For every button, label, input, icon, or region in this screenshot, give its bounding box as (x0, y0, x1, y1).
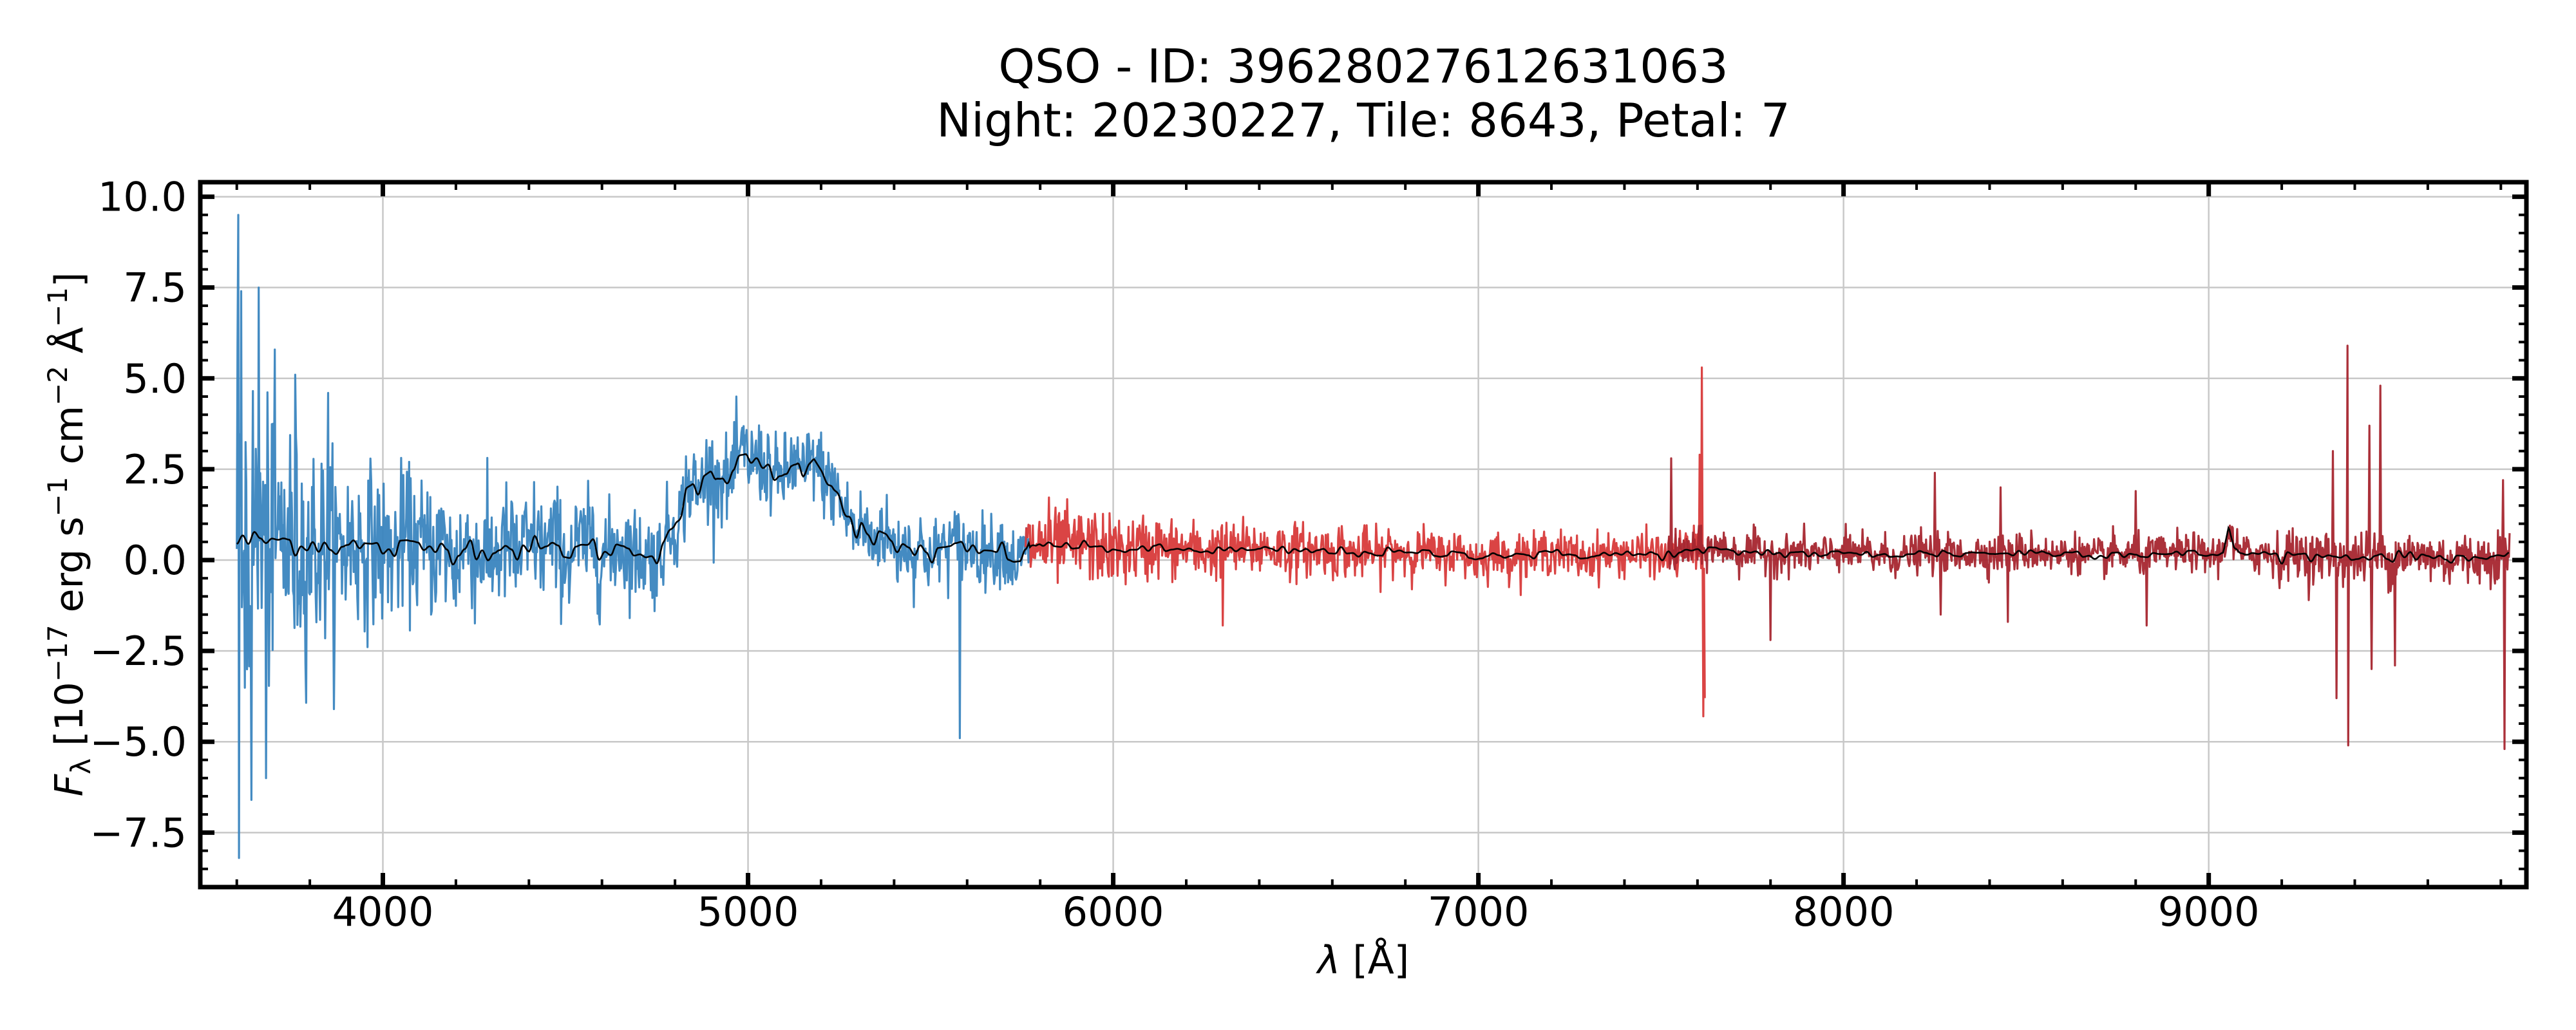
x-tick-label: 7000 (1428, 888, 1530, 935)
y-label-t2: erg s (47, 516, 92, 624)
x-tick-label: 4000 (332, 888, 434, 935)
spectrum-nir-arm (1667, 344, 2511, 751)
x-tick-label: 8000 (1793, 888, 1895, 935)
y-tick-label: −2.5 (90, 628, 187, 675)
y-label-sup4: −1 (42, 287, 73, 327)
y-label-t1: [10 (47, 682, 92, 758)
plot-frame (198, 180, 2529, 890)
y-tick-label: −5.0 (90, 718, 187, 765)
y-tick-label: 5.0 (123, 355, 187, 402)
y-label-sup3: −2 (42, 366, 73, 406)
smoothed-model-line (236, 453, 2510, 566)
y-tick-label: 7.5 (123, 265, 187, 312)
y-label-t4: Å (46, 327, 92, 366)
y-axis-label: Fλ [10−17 erg s−1 cm−2 Å−1] (42, 272, 97, 797)
y-label-sup1: −17 (42, 625, 73, 682)
x-tick-label: 9000 (2158, 888, 2260, 935)
chart-title-line-2: Night: 20230227, Tile: 8643, Petal: 7 (936, 93, 1790, 147)
x-tick-label: 6000 (1063, 888, 1164, 935)
x-axis-label: λ [Å] (1316, 937, 1409, 983)
y-label-sub: λ (65, 758, 97, 774)
y-label-t5: ] (47, 272, 92, 287)
y-label-sup2: −1 (42, 477, 73, 517)
y-tick-label: 2.5 (123, 446, 187, 493)
spectrum-blue-arm (236, 214, 1030, 859)
x-axis-unit: [Å] (1340, 937, 1409, 983)
y-tick-label: 10.0 (98, 174, 187, 221)
spectrum-red-arm (1024, 366, 1706, 718)
x-axis-symbol: λ (1316, 938, 1341, 983)
spectrum-series (236, 214, 2511, 859)
x-tick-label: 5000 (697, 888, 799, 935)
y-label-t3: cm (47, 406, 92, 477)
chart-title-line-1: QSO - ID: 39628027612631063 (998, 39, 1728, 93)
y-tick-label: 0.0 (123, 537, 187, 584)
y-tick-label: −7.5 (90, 809, 187, 856)
y-label-symbol: F (47, 773, 92, 796)
